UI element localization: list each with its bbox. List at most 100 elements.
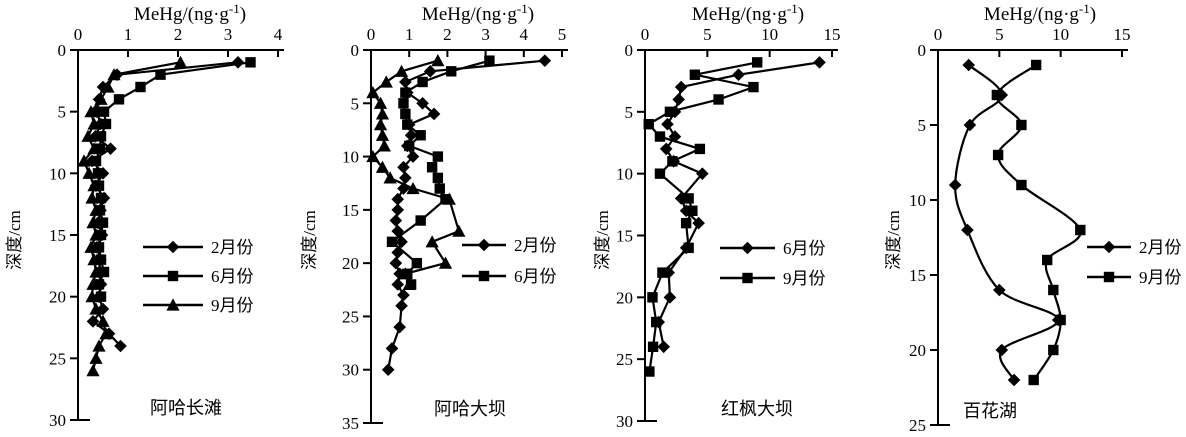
x-tick-label: 1 [124,25,133,44]
legend-label: 9月份 [211,296,254,315]
y-tick-label: 15 [49,226,66,245]
triangle-marker [89,302,103,315]
triangle-marker [87,253,101,266]
y-tick-label: 15 [909,266,926,285]
axes [644,49,838,422]
triangle-marker [84,105,98,118]
triangle-marker [373,118,388,131]
diamond-marker [399,171,412,185]
square-marker [657,267,668,278]
legend: 2月份 9月份 [1087,238,1182,287]
square-marker [135,81,146,93]
x-axis-title: MeHg/(ng·g-1) [692,1,804,25]
square-marker [1075,224,1086,236]
square-marker [713,94,724,105]
y-tick-label: 30 [616,412,633,431]
square-marker [386,236,398,248]
diamond-marker [963,118,977,132]
triangle-marker [375,160,390,173]
legend: 6月份 9月份 [720,239,826,288]
triangle-marker [92,339,106,352]
y-tick-label: 10 [342,148,359,167]
y-tick-label: 15 [616,227,633,246]
legend: 2月份 6月份 9月份 [143,238,254,315]
diamond-marker [166,240,180,254]
series-6月份 [652,56,826,354]
square-marker [398,98,409,109]
square-marker [687,205,698,216]
chart-panel-aha-daba: 0 1 2 3 4 5 0 5 10 15 20 25 30 35 MeHg/(ng·g-1) 深度/cm 2月… [295,0,590,437]
square-marker [400,108,411,120]
square-marker [95,291,107,302]
triangle-marker [85,290,99,303]
legend-label: 6月份 [514,267,557,286]
y-tick-label: 25 [49,349,66,368]
triangle-marker [86,216,100,229]
square-marker [1016,119,1027,131]
square-marker [95,131,107,142]
square-marker [94,143,106,154]
square-marker [667,156,678,167]
legend-label: 2月份 [514,236,557,255]
triangle-marker [82,166,96,179]
x-tick-label: 4 [274,25,283,44]
y-tick-label: 10 [49,164,66,183]
diamond-marker [993,283,1006,297]
diamond-marker [395,299,408,313]
square-marker [432,151,444,162]
diamond-marker [423,65,437,78]
triangle-marker [379,75,393,88]
x-tick-label: 2 [174,25,183,44]
depth-profile-chart-baihua-hu: 0 5 10 15 0 5 10 15 20 25 MeHg/(ng·g-1) 深度/cm 2月份 9月份… [885,1,1182,435]
square-marker [94,205,106,216]
square-marker [647,341,659,352]
triangle-marker [87,142,101,155]
triangle-marker [96,314,110,327]
triangle-marker [84,240,98,253]
series-2月份 [381,54,552,377]
triangle-marker [101,80,115,93]
triangle-marker [398,267,412,280]
y-tick-label: 20 [49,288,66,307]
triangle-marker [77,154,91,167]
square-marker [748,81,759,93]
diamond-marker [404,128,418,142]
triangle-marker [373,96,388,109]
diamond-marker [659,142,673,156]
square-marker [415,130,426,141]
square-marker [654,131,666,142]
y-tick-label: 35 [342,414,359,433]
diamond-marker [674,80,688,94]
square-marker [400,87,411,98]
triangle-marker [173,55,188,68]
triangle-marker [94,92,108,105]
diamond-marker [995,343,1009,357]
x-tick-label: 5 [995,25,1004,44]
square-marker [446,66,457,77]
diamond-marker [657,340,670,354]
x-tick-label: 0 [641,25,650,44]
triangle-marker [86,277,100,290]
square-marker [415,215,426,226]
axes [937,49,1128,426]
diamond-marker [692,216,705,230]
triangle-marker [81,129,95,142]
square-marker [694,143,706,155]
square-marker [654,168,666,179]
series-9月份 [77,55,188,377]
series-9月份 [366,54,466,291]
y-tick-label: 10 [616,165,633,184]
diamond-marker [393,267,406,281]
y-tick-label: 20 [909,341,926,360]
y-tick-label: 25 [342,307,359,326]
legend-label: 2月份 [211,238,254,257]
diamond-marker [741,241,754,255]
square-marker [417,76,428,88]
depth-profile-chart-aha-daba: 0 1 2 3 4 5 0 5 10 15 20 25 30 35 MeHg/(ng·g-1) 深度/cm 2月… [300,1,568,433]
depth-profile-chart-hongfeng-daba: 0 5 10 15 0 5 10 15 20 25 30 MeHg/(ng·g-1) 深度/cm 6月份 9… [593,1,841,431]
square-marker [432,172,444,184]
diamond-marker [397,288,410,302]
series-9月份 [643,57,763,377]
y-tick-label: 0 [351,41,360,60]
